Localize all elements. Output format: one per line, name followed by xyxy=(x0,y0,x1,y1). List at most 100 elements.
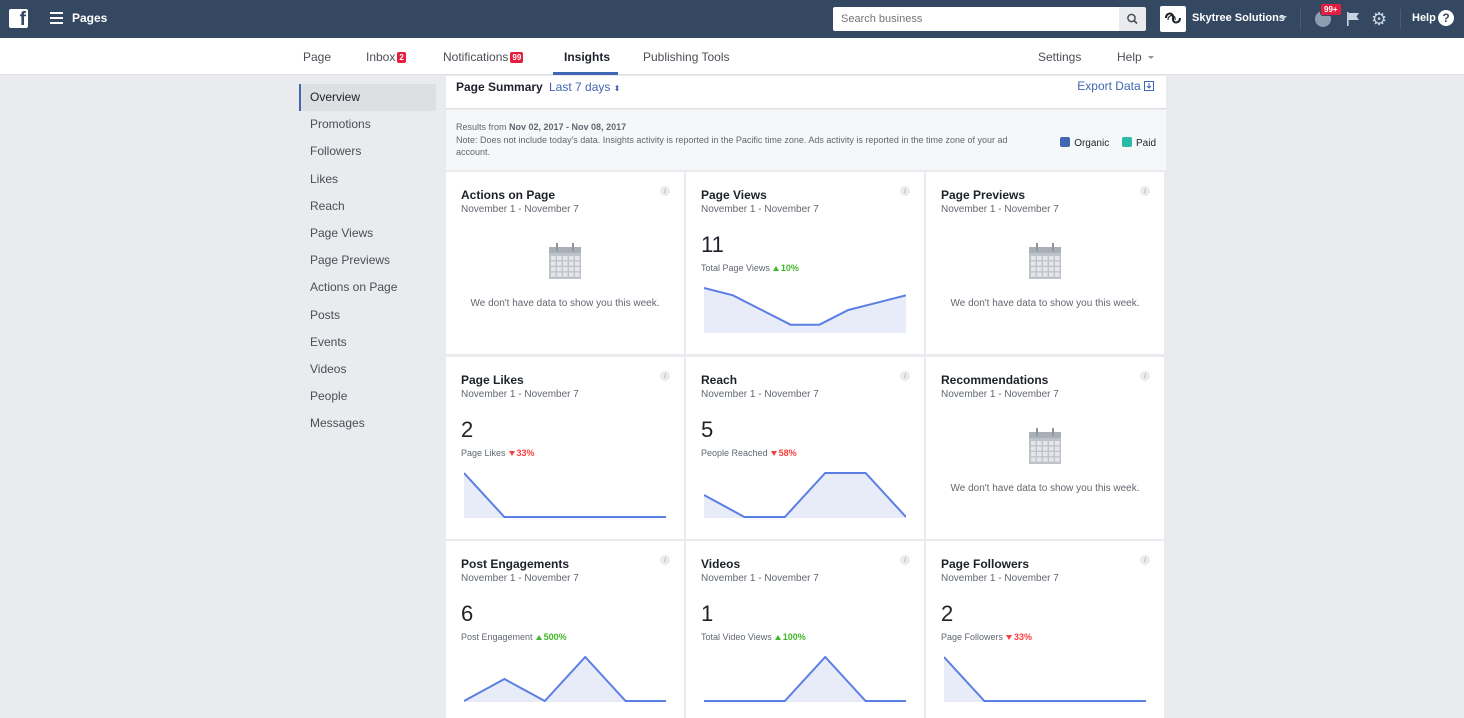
sidebar-item-videos[interactable]: Videos xyxy=(310,361,347,376)
chevron-down-icon[interactable] xyxy=(1279,16,1287,20)
card-page-likes: Page Likes November 1 - November 7 i 2 Page … xyxy=(446,357,684,539)
export-label: Export Data xyxy=(1077,79,1141,93)
metric-label-text: Page Likes xyxy=(461,448,506,458)
sidebar-item-overview[interactable]: Overview xyxy=(299,84,436,112)
page-summary-header: Page Summary Last 7 days ⬍ Export Data xyxy=(446,76,1166,109)
menu-icon[interactable] xyxy=(50,12,63,24)
card-title[interactable]: Post Engagements xyxy=(461,557,570,571)
metric-value: 1 xyxy=(701,601,714,626)
divider xyxy=(1400,9,1401,29)
card-title[interactable]: Videos xyxy=(701,557,741,571)
sidebar-item-page-previews[interactable]: Page Previews xyxy=(310,253,391,268)
sparkline-chart xyxy=(704,287,906,333)
sparkline-line xyxy=(944,656,1146,702)
info-icon[interactable]: i xyxy=(900,186,910,196)
card-page-views: Page Views November 1 - November 7 i 11 Tota… xyxy=(686,172,924,354)
card-date-range: November 1 - November 7 xyxy=(461,389,579,400)
card-page-previews: Page Previews November 1 - November 7 i We … xyxy=(926,172,1164,354)
sidebar-item-likes[interactable]: Likes xyxy=(310,171,339,186)
card-post-engagements: Post Engagements November 1 - November 7 i… xyxy=(446,541,684,718)
divider xyxy=(1300,9,1301,29)
metric-label: Total Video Views 100% xyxy=(701,632,806,642)
info-icon[interactable]: i xyxy=(1140,555,1150,565)
sparkline-line xyxy=(464,472,666,518)
search-button[interactable] xyxy=(1119,7,1146,31)
help-icon[interactable]: ? xyxy=(1438,10,1454,26)
tab-page[interactable]: Page xyxy=(303,50,332,64)
flag-icon[interactable] xyxy=(1345,11,1361,27)
sparkline-line xyxy=(464,656,666,703)
card-videos: Videos November 1 - November 7 i 1 Total Vid… xyxy=(686,541,924,718)
arrow-down-icon xyxy=(508,451,515,456)
metric-delta: 58% xyxy=(778,448,797,458)
tab-inbox[interactable]: Inbox 2 xyxy=(366,50,406,64)
metric-label: People Reached 58% xyxy=(701,448,797,458)
active-tab-indicator xyxy=(553,72,618,75)
card-title[interactable]: Page Followers xyxy=(941,557,1030,571)
sparkline-area xyxy=(944,657,1146,702)
metric-label: Post Engagement 500% xyxy=(461,632,567,642)
card-title[interactable]: Actions on Page xyxy=(461,188,556,202)
sidebar-item-posts[interactable]: Posts xyxy=(310,307,341,322)
sidebar-item-page-views[interactable]: Page Views xyxy=(310,225,374,240)
facebook-logo-icon[interactable]: f xyxy=(9,9,28,30)
metric-value: 11 xyxy=(701,232,724,257)
sidebar-item-promotions[interactable]: Promotions xyxy=(310,117,371,132)
chart-legend: Organic Paid xyxy=(1050,137,1156,149)
sidebar-item-people[interactable]: People xyxy=(310,389,348,404)
sparkline-line xyxy=(704,287,906,326)
calendar-icon xyxy=(549,243,581,279)
sparkline-line xyxy=(704,656,906,702)
sparkline-chart xyxy=(464,472,666,518)
tab-notifications[interactable]: Notifications 99 xyxy=(443,50,524,64)
pages-title[interactable]: Pages xyxy=(72,11,108,25)
metric-label: Page Likes 33% xyxy=(461,448,535,458)
business-avatar[interactable] xyxy=(1160,6,1186,32)
info-icon[interactable]: i xyxy=(900,555,910,565)
info-icon[interactable]: i xyxy=(660,555,670,565)
tab-help[interactable]: Help xyxy=(1117,50,1154,64)
summary-notes: Results from Nov 02, 2017 - Nov 08, 2017… xyxy=(446,110,1166,170)
sidebar-item-events[interactable]: Events xyxy=(310,334,347,349)
card-title[interactable]: Page Previews xyxy=(941,188,1026,202)
no-data-message: We don't have data to show you this week… xyxy=(470,298,660,309)
arrow-down-icon xyxy=(1006,635,1013,640)
sidebar-item-followers[interactable]: Followers xyxy=(310,144,362,159)
card-page-followers: Page Followers November 1 - November 7 i 2 P… xyxy=(926,541,1164,718)
card-title[interactable]: Recommendations xyxy=(941,373,1049,387)
gear-icon[interactable]: ⚙ xyxy=(1371,9,1388,29)
card-date-range: November 1 - November 7 xyxy=(941,389,1059,400)
download-icon xyxy=(1144,81,1154,91)
search-input[interactable] xyxy=(833,7,1119,31)
info-icon[interactable]: i xyxy=(660,186,670,196)
tab-publishing-tools[interactable]: Publishing Tools xyxy=(643,50,730,64)
metric-value: 2 xyxy=(941,601,954,626)
date-range-selector[interactable]: Last 7 days ⬍ xyxy=(549,80,620,94)
arrow-up-icon xyxy=(774,635,781,640)
info-icon[interactable]: i xyxy=(660,371,670,381)
tab-insights[interactable]: Insights xyxy=(564,50,611,64)
sidebar-item-actions-on-page[interactable]: Actions on Page xyxy=(310,280,398,295)
card-title[interactable]: Reach xyxy=(701,373,738,387)
info-icon[interactable]: i xyxy=(1140,371,1150,381)
card-title[interactable]: Page Views xyxy=(701,188,767,202)
sparkline-chart xyxy=(704,656,906,702)
card-title[interactable]: Page Likes xyxy=(461,373,524,387)
tab-settings[interactable]: Settings xyxy=(1038,50,1082,64)
business-name[interactable]: Skytree Solutions xyxy=(1192,12,1285,24)
metric-label-text: Page Followers xyxy=(941,632,1004,642)
info-icon[interactable]: i xyxy=(1140,186,1150,196)
tab-help-label: Help xyxy=(1117,50,1142,64)
metric-label: Page Followers 33% xyxy=(941,632,1032,642)
date-range-label: Last 7 days xyxy=(549,80,611,94)
results-prefix: Results from xyxy=(456,122,510,132)
skytree-logo-icon xyxy=(1165,12,1181,24)
sidebar-item-messages[interactable]: Messages xyxy=(310,416,365,431)
export-data-link[interactable]: Export Data xyxy=(1077,79,1154,93)
card-date-range: November 1 - November 7 xyxy=(701,573,819,584)
metric-delta: 33% xyxy=(1014,632,1033,642)
sparkline-area xyxy=(704,288,906,333)
help-link[interactable]: Help xyxy=(1412,12,1436,24)
sidebar-item-reach[interactable]: Reach xyxy=(310,198,345,213)
info-icon[interactable]: i xyxy=(900,371,910,381)
